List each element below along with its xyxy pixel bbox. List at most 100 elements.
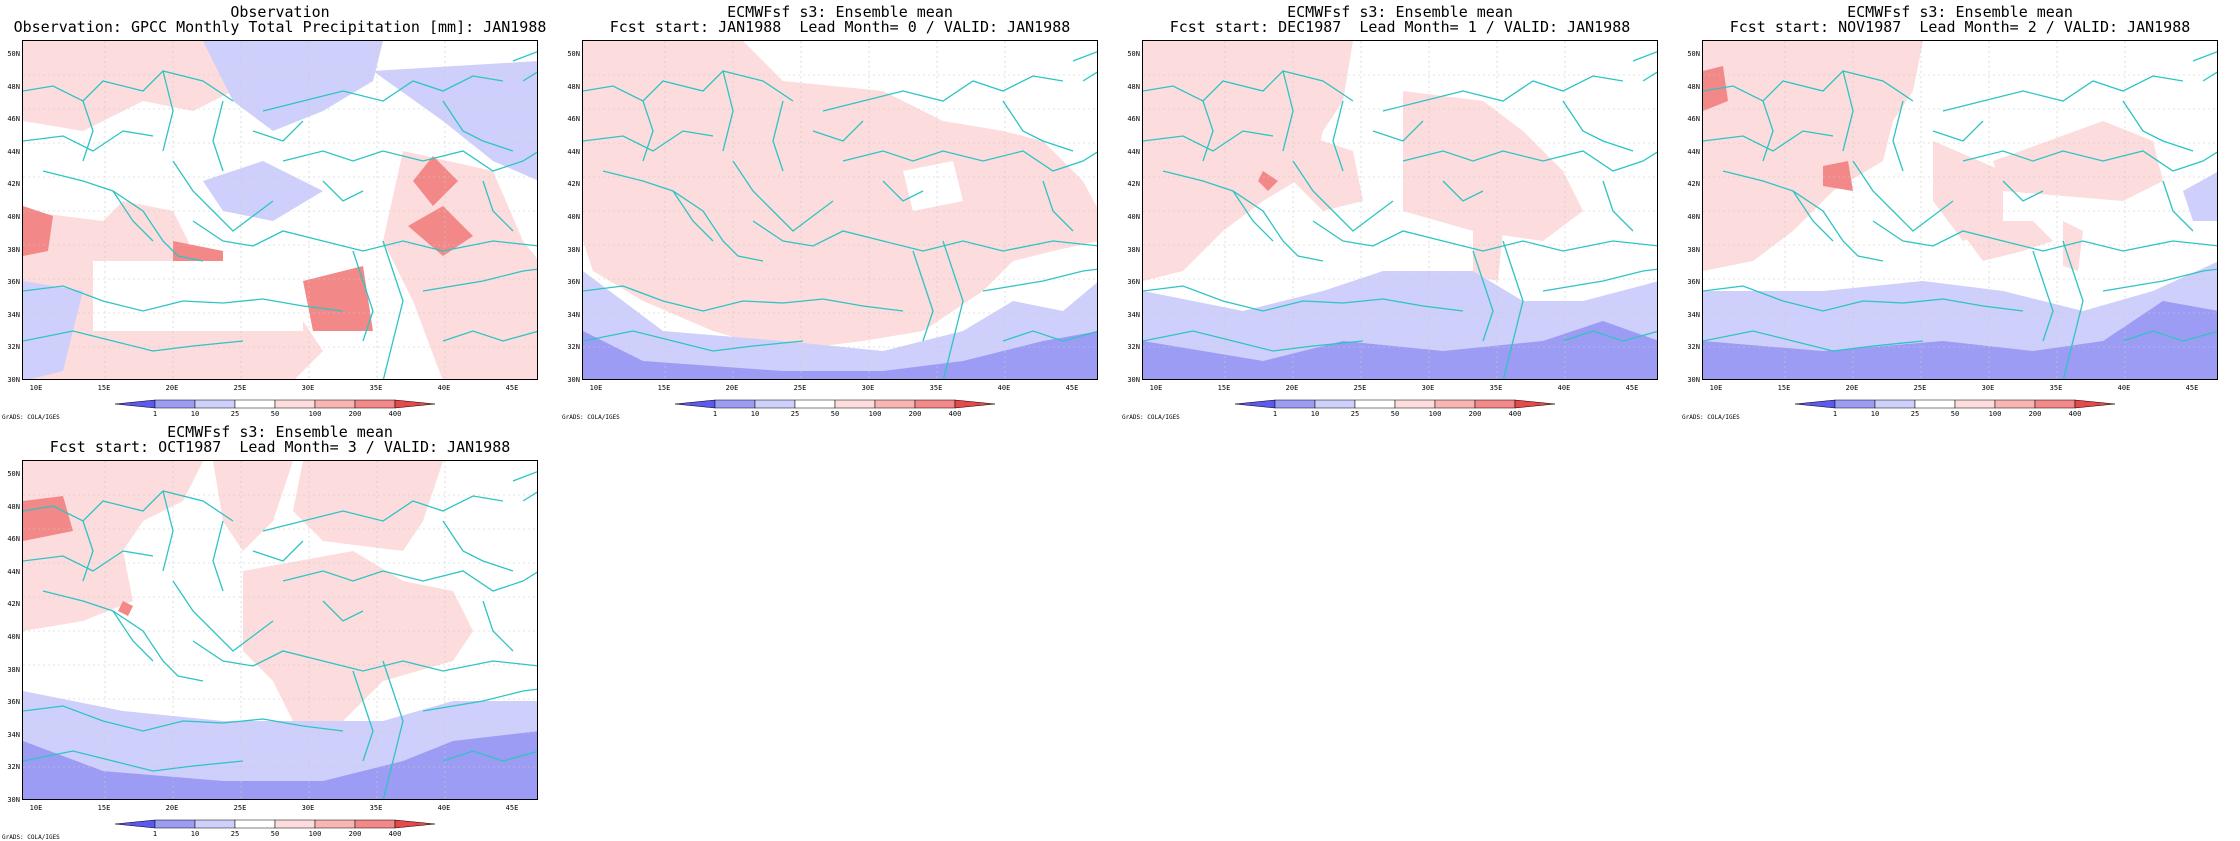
lon-label: 35E (369, 804, 383, 812)
lon-label: 10E (29, 804, 43, 812)
coastline (23, 285, 344, 312)
colorbar-label: 10 (750, 410, 760, 418)
lon-label: 45E (1065, 384, 1079, 392)
colorbar-swatch (1954, 399, 1996, 409)
panel-title: ECMWFsf s3: Ensemble mean (167, 423, 393, 441)
colorbar-label: 100 (308, 410, 322, 418)
colorbar-label: 25 (230, 410, 240, 418)
lat-label: 30N (1687, 376, 1700, 384)
coastline (672, 190, 714, 242)
coastline (1002, 330, 1097, 342)
coastline (1042, 180, 1074, 232)
precip-shade (203, 41, 383, 131)
map-area (582, 40, 1098, 380)
coastline (1892, 100, 1904, 172)
colorbar-label: 10 (190, 830, 200, 838)
coastline (1002, 100, 1074, 152)
coastline (812, 120, 864, 142)
precip-shade (213, 461, 293, 551)
coastline (1312, 220, 1657, 252)
colorbar-swatch (274, 819, 316, 829)
colorbar-swatch (2074, 399, 2116, 409)
coastline (422, 268, 537, 292)
coastline (1642, 71, 1657, 82)
lon-label: 40E (437, 804, 451, 812)
precip-shade (23, 41, 253, 131)
lat-label: 36N (567, 278, 580, 287)
lat-label: 48N (1127, 82, 1140, 91)
coastline (912, 250, 934, 342)
colorbar-swatch (354, 399, 396, 409)
map-area (1142, 40, 1658, 380)
coastline (162, 490, 174, 572)
colorbar-swatch (394, 819, 436, 829)
colorbar-swatch (114, 819, 156, 829)
precip-shade (23, 281, 83, 379)
lat-label: 38N (567, 245, 580, 254)
precip-shade (1258, 171, 1278, 191)
lon-label: 10E (1149, 384, 1163, 392)
lon-label: 20E (725, 384, 739, 392)
colorbar-label: 50 (1390, 410, 1400, 418)
coastline (842, 150, 1097, 172)
colorbar-swatch (194, 399, 236, 409)
coastline (583, 330, 804, 352)
coastline (1442, 180, 1484, 202)
coastline (1562, 330, 1657, 342)
lat-label: 32N (7, 343, 20, 352)
colorbar-swatch (354, 819, 396, 829)
colorbar-swatch (954, 399, 996, 409)
coastline (2032, 250, 2054, 342)
lon-label: 15E (97, 804, 111, 812)
colorbar-swatch (874, 399, 916, 409)
lat-label: 30N (1127, 376, 1140, 384)
colorbar-swatch (234, 819, 276, 829)
colorbar (114, 819, 436, 829)
grads-credit: GrADS: COLA/IGES (1682, 414, 1740, 421)
lat-label: 50N (1127, 50, 1140, 58)
precip-shade (413, 156, 458, 206)
coastline (1632, 51, 1657, 62)
precip-shade (583, 271, 1097, 379)
coastline (112, 610, 154, 662)
grads-credit: GrADS: COLA/IGES (2, 414, 60, 421)
coastline (2202, 71, 2217, 82)
coastline (1143, 330, 1364, 352)
coastline (23, 550, 154, 572)
lat-label: 44N (1687, 147, 1700, 156)
colorbar (114, 399, 436, 409)
coastline (23, 70, 234, 102)
colorbar-swatch (1394, 399, 1436, 409)
coastline (2162, 180, 2194, 232)
precip-shade (2183, 172, 2217, 221)
map-area (22, 460, 538, 800)
coastline (942, 240, 964, 379)
coastline (262, 75, 504, 112)
colorbar (1234, 399, 1556, 409)
map-panel-obs: Observation Observation: GPCC Monthly Tot… (0, 0, 560, 421)
coastline (23, 750, 244, 772)
colorbar-label: 25 (790, 410, 800, 418)
coastline (602, 170, 764, 262)
coastline (1082, 71, 1097, 82)
lon-label: 20E (1285, 384, 1299, 392)
lat-label: 32N (567, 343, 580, 352)
coastline (23, 705, 344, 732)
precip-shade (583, 41, 1097, 351)
lat-label: 42N (1687, 180, 1700, 189)
colorbar-swatch (1314, 399, 1356, 409)
coastline (583, 285, 904, 312)
colorbar-label: 200 (908, 410, 922, 418)
lat-label: 34N (1687, 310, 1700, 319)
coastline (1562, 100, 1634, 152)
colorbar-label: 1 (152, 830, 158, 838)
lat-label: 34N (567, 310, 580, 319)
colorbar-label: 200 (348, 830, 362, 838)
colorbar-label: 1 (152, 410, 158, 418)
map-area (22, 40, 538, 380)
coastline (752, 220, 1097, 252)
coastline (212, 520, 224, 592)
lat-label: 50N (567, 50, 580, 58)
coastline (522, 71, 537, 82)
precip-shade (1293, 131, 1363, 211)
